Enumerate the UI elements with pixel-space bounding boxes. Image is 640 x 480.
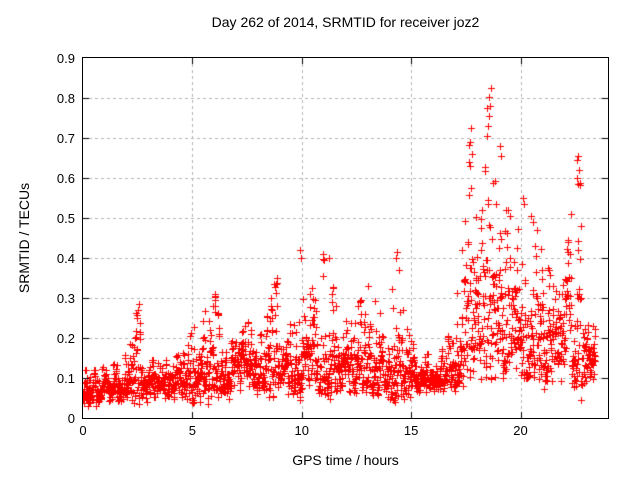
y-tick-label: 0.9 [56,51,75,66]
plot-area [82,57,609,419]
x-tick-label: 10 [294,423,309,438]
scatter-canvas [83,58,608,418]
x-tick-label: 20 [513,423,528,438]
y-tick-label: 0.1 [56,371,75,386]
x-axis-label: GPS time / hours [292,452,399,468]
y-tick-label: 0.3 [56,291,75,306]
chart-title: Day 262 of 2014, SRMTID for receiver joz… [211,14,480,30]
y-tick-label: 0.5 [56,211,75,226]
y-tick-label: 0.7 [56,131,75,146]
y-axis-label: SRMTID / TECUs [16,182,32,294]
y-tick-label: 0.2 [56,331,75,346]
y-tick-label: 0.6 [56,171,75,186]
x-tick-label: 0 [79,423,87,438]
y-tick-label: 0 [67,411,75,426]
y-tick-label: 0.4 [56,251,75,266]
x-tick-label: 15 [403,423,419,438]
y-tick-label: 0.8 [56,91,75,106]
x-tick-label: 5 [188,423,196,438]
